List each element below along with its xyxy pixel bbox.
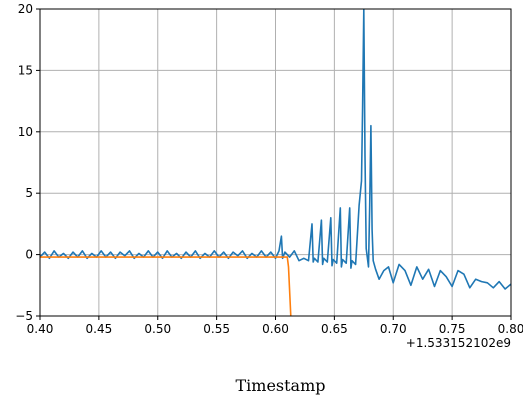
x-tick-label: 0.70 [380, 322, 407, 336]
x-tick-label: 0.45 [86, 322, 113, 336]
x-axis-offset-label: +1.533152102e9 [406, 336, 511, 350]
y-tick-label: 15 [18, 63, 33, 77]
x-tick-label: 0.50 [144, 322, 171, 336]
x-tick-label: 0.40 [27, 322, 54, 336]
y-tick-label: 5 [25, 186, 33, 200]
x-tick-label: 0.75 [439, 322, 466, 336]
axis-ticks: 0.40 0.45 0.50 0.55 0.60 0.65 0.70 0.75 0.80 −5 0 5… [15, 2, 523, 336]
y-tick-label: −5 [15, 309, 33, 323]
series-line-1 [40, 9, 511, 290]
x-tick-label: 0.60 [262, 322, 289, 336]
y-tick-label: 20 [18, 2, 33, 16]
series-line-2 [40, 256, 292, 316]
y-tick-label: 0 [25, 248, 33, 262]
x-tick-label: 0.80 [498, 322, 523, 336]
y-tick-label: 10 [18, 125, 33, 139]
series-lines [40, 9, 511, 316]
x-tick-label: 0.65 [321, 322, 348, 336]
x-axis-title: Timestamp [235, 376, 325, 395]
x-tick-label: 0.55 [203, 322, 230, 336]
